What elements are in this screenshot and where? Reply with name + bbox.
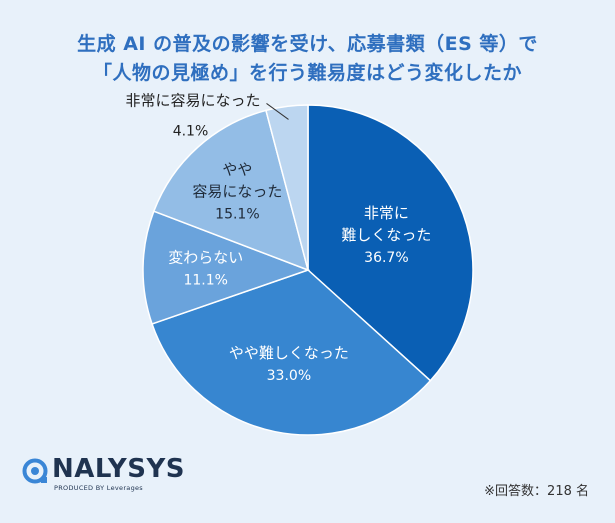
logo-mark-icon xyxy=(22,458,48,484)
respondent-count: ※回答数：218 名 xyxy=(484,484,589,499)
pie-slice-4 xyxy=(152,109,310,272)
slice-label-1-line-1: 非常に xyxy=(364,204,409,222)
pie-slice-3 xyxy=(142,210,311,325)
slice-value-5: 4.1% xyxy=(173,123,209,139)
pie-slice-2 xyxy=(151,269,432,436)
logo-wordmark: NALYSYS xyxy=(52,454,186,484)
slice-label-4-line-2: 容易になった xyxy=(192,182,282,200)
logo-tagline: PRODUCED BY Leverages xyxy=(54,484,143,492)
leader-line-5 xyxy=(266,103,289,120)
slice-label-4-line-1: やや xyxy=(222,160,252,178)
chart-title-line-1: 生成 AI の普及の影響を受け、応募書類（ES 等）で xyxy=(77,33,538,55)
slice-value-2: 33.0% xyxy=(267,368,311,384)
pie-slice-1 xyxy=(307,104,474,382)
slice-label-1-line-2: 難しくなった xyxy=(341,226,431,244)
slice-value-1: 36.7% xyxy=(364,250,408,266)
chart-title: 生成 AI の普及の影響を受け、応募書類（ES 等）で 「人物の見極め」を行う難… xyxy=(0,30,615,88)
slice-label-3-line-1: 変わらない xyxy=(168,248,243,266)
slice-value-4: 15.1% xyxy=(215,206,259,222)
pie-slice-5 xyxy=(265,104,309,271)
slice-label-2-line-1: やや難しくなった xyxy=(229,344,349,362)
slice-value-3: 11.1% xyxy=(183,272,227,288)
chart-title-line-2: 「人物の見極め」を行う難易度はどう変化したか xyxy=(92,62,522,84)
slice-label-5-line-1: 非常に容易になった xyxy=(125,91,260,109)
